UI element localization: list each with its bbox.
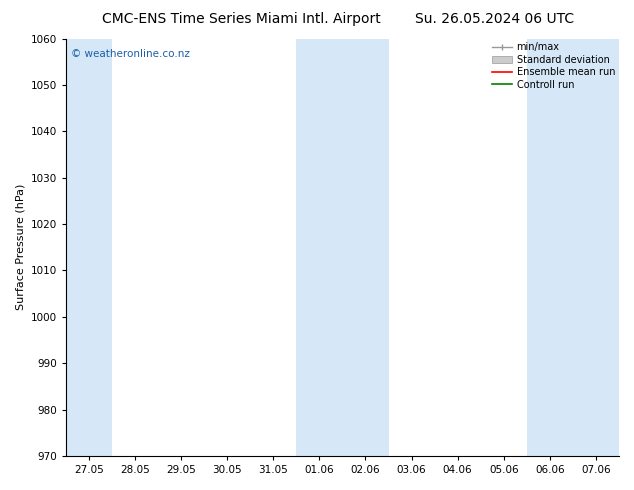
Bar (66, 39, 112, 456)
Bar (573, 39, 619, 456)
Bar (342, 39, 389, 456)
Y-axis label: Surface Pressure (hPa): Surface Pressure (hPa) (15, 184, 25, 311)
Text: CMC-ENS Time Series Miami Intl. Airport: CMC-ENS Time Series Miami Intl. Airport (101, 12, 380, 26)
Bar (527, 39, 573, 456)
Bar (296, 39, 342, 456)
Legend: min/max, Standard deviation, Ensemble mean run, Controll run: min/max, Standard deviation, Ensemble me… (490, 41, 617, 92)
Text: Su. 26.05.2024 06 UTC: Su. 26.05.2024 06 UTC (415, 12, 574, 26)
Text: © weatheronline.co.nz: © weatheronline.co.nz (72, 49, 190, 59)
